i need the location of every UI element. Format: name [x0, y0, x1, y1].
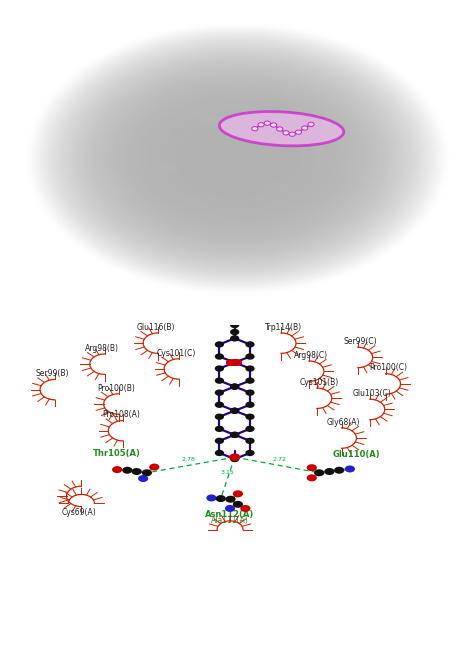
- Text: Ser99(B): Ser99(B): [36, 369, 69, 378]
- Circle shape: [230, 335, 239, 341]
- Text: 2.78: 2.78: [182, 457, 195, 462]
- Circle shape: [142, 469, 152, 476]
- Circle shape: [132, 468, 142, 475]
- Circle shape: [232, 359, 242, 366]
- Ellipse shape: [219, 112, 344, 146]
- Circle shape: [215, 389, 224, 396]
- Circle shape: [230, 432, 239, 438]
- Circle shape: [215, 426, 224, 432]
- Circle shape: [240, 505, 250, 512]
- Text: Cys101(B): Cys101(B): [300, 378, 339, 387]
- Circle shape: [307, 464, 317, 471]
- Text: Asn112(A): Asn112(A): [205, 510, 255, 519]
- Circle shape: [230, 408, 239, 414]
- Circle shape: [216, 495, 226, 502]
- Text: Gly68(A): Gly68(A): [327, 418, 361, 426]
- Circle shape: [264, 121, 270, 125]
- Circle shape: [206, 495, 217, 501]
- Circle shape: [230, 432, 239, 438]
- Circle shape: [138, 475, 148, 482]
- Circle shape: [230, 384, 239, 390]
- Circle shape: [226, 359, 236, 366]
- Circle shape: [283, 131, 289, 135]
- Circle shape: [345, 465, 355, 473]
- Text: Glu110(A): Glu110(A): [333, 450, 380, 460]
- Text: Pro108(A): Pro108(A): [102, 410, 140, 419]
- Circle shape: [233, 500, 243, 508]
- Circle shape: [229, 454, 240, 461]
- Circle shape: [246, 378, 255, 384]
- Text: Ala111(A): Ala111(A): [211, 517, 249, 525]
- Circle shape: [215, 365, 224, 372]
- Circle shape: [295, 130, 301, 135]
- Circle shape: [215, 378, 224, 384]
- Circle shape: [112, 466, 122, 473]
- Circle shape: [324, 468, 335, 475]
- Text: 2.72: 2.72: [272, 457, 286, 462]
- Circle shape: [246, 413, 255, 420]
- Circle shape: [258, 123, 264, 127]
- Circle shape: [215, 341, 224, 348]
- Circle shape: [246, 426, 255, 432]
- Circle shape: [215, 437, 224, 444]
- Circle shape: [301, 126, 308, 130]
- Circle shape: [230, 359, 239, 366]
- Circle shape: [225, 505, 235, 512]
- Circle shape: [334, 467, 344, 474]
- Circle shape: [246, 389, 255, 396]
- Circle shape: [246, 450, 255, 456]
- Text: Arg98(B): Arg98(B): [85, 344, 119, 353]
- Circle shape: [215, 354, 224, 359]
- Circle shape: [307, 474, 317, 482]
- Circle shape: [230, 322, 239, 328]
- Text: Pro100(B): Pro100(B): [97, 384, 135, 393]
- Circle shape: [246, 341, 255, 348]
- Text: Arg98(C): Arg98(C): [294, 351, 328, 359]
- Circle shape: [230, 456, 239, 462]
- Circle shape: [230, 359, 239, 366]
- Circle shape: [277, 127, 283, 131]
- Circle shape: [215, 402, 224, 408]
- Text: 3.15: 3.15: [221, 470, 235, 475]
- Circle shape: [230, 329, 239, 335]
- Text: Glu116(B): Glu116(B): [137, 323, 175, 332]
- Circle shape: [230, 408, 239, 414]
- Circle shape: [230, 384, 239, 390]
- Circle shape: [215, 450, 224, 456]
- Text: Cys69(A): Cys69(A): [62, 508, 96, 517]
- Circle shape: [225, 496, 236, 502]
- Circle shape: [246, 354, 255, 359]
- Circle shape: [252, 127, 258, 131]
- Circle shape: [308, 122, 314, 127]
- Circle shape: [215, 413, 224, 420]
- Circle shape: [314, 469, 324, 476]
- Circle shape: [270, 123, 277, 127]
- Circle shape: [246, 365, 255, 372]
- Text: Glu103(C): Glu103(C): [353, 389, 392, 398]
- Text: Cys101(C): Cys101(C): [157, 348, 196, 358]
- Circle shape: [246, 402, 255, 408]
- Text: Trp114(B): Trp114(B): [265, 323, 302, 332]
- Circle shape: [246, 437, 255, 444]
- Text: Thr105(A): Thr105(A): [93, 448, 141, 458]
- Text: Ser99(C): Ser99(C): [343, 337, 377, 346]
- Circle shape: [233, 490, 243, 497]
- Circle shape: [149, 463, 159, 471]
- Circle shape: [122, 467, 132, 474]
- Text: Pro100(C): Pro100(C): [369, 363, 407, 372]
- Circle shape: [289, 132, 295, 136]
